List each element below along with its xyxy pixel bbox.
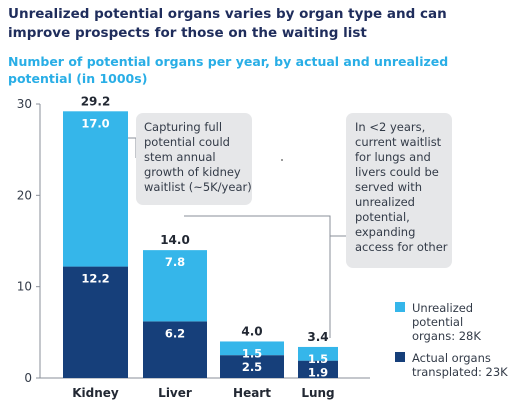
category-label-kidney: Kidney <box>72 386 119 400</box>
chart-title: Unrealized potential organs varies by or… <box>8 6 447 41</box>
data-label-kidney-actual: 12.2 <box>81 272 109 286</box>
bar-heart-unrealized <box>220 341 284 356</box>
data-label-lung-unrealized: 1.5 <box>308 352 328 366</box>
y-tick-label: 30 <box>17 97 32 111</box>
y-tick-label: 10 <box>17 280 32 294</box>
chart-subtitle: Number of potential organs per year, by … <box>8 54 449 86</box>
y-tick-label: 0 <box>24 371 32 385</box>
bar-lung-unrealized <box>298 346 338 361</box>
bar-kidney-actual <box>63 266 128 378</box>
total-label-kidney: 29.2 <box>81 94 111 108</box>
data-label-heart-actual: 2.5 <box>242 360 262 374</box>
data-label-lung-actual: 1.9 <box>308 366 328 380</box>
y-tick-label: 20 <box>17 188 32 202</box>
data-label-heart-unrealized: 1.5 <box>242 346 262 360</box>
bar-heart-actual <box>220 355 284 378</box>
total-label-heart: 4.0 <box>241 324 262 338</box>
category-label-heart: Heart <box>233 386 271 400</box>
bar-liver-unrealized <box>143 250 207 322</box>
data-label-liver-actual: 6.2 <box>165 326 185 340</box>
data-label-liver-unrealized: 7.8 <box>165 255 185 269</box>
category-label-lung: Lung <box>301 386 334 400</box>
bar-kidney-unrealized <box>63 111 128 267</box>
kidney-annotation-box <box>136 113 252 205</box>
data-label-kidney-unrealized: 17.0 <box>81 116 109 130</box>
kidney-annotation-text: Capturing full potential could stem annu… <box>144 120 252 194</box>
legend-swatch-actual <box>395 352 405 362</box>
legend-label-unrealized: Unrealized potential organs: 28K <box>412 301 481 343</box>
liver-lung-annotation-text: In <2 years, current waitlist for lungs … <box>355 120 448 254</box>
liver-lung-callout-connector <box>184 215 348 338</box>
legend-swatch-unrealized <box>395 302 405 312</box>
bar-liver-actual <box>143 321 207 378</box>
kidney-callout-connector <box>128 137 137 158</box>
category-label-liver: Liver <box>158 386 192 400</box>
total-label-liver: 14.0 <box>160 233 190 247</box>
liver-lung-annotation-box <box>346 113 452 268</box>
bar-lung-actual <box>298 360 338 378</box>
legend-label-actual: Actual organs transplated: 23K <box>412 351 508 379</box>
total-label-lung: 3.4 <box>307 330 328 344</box>
stray-dot <box>281 159 283 161</box>
